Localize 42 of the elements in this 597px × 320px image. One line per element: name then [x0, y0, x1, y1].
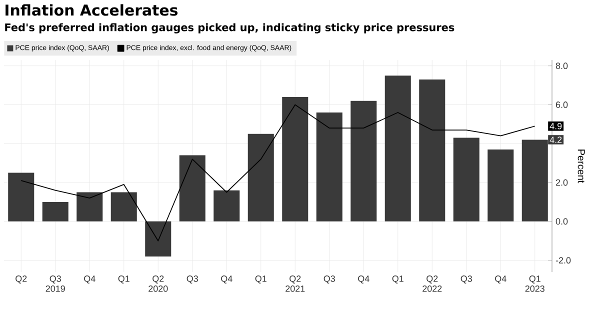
x-tick-label: Q4 — [221, 276, 232, 284]
bar — [384, 76, 411, 222]
data-label: 4.2 — [550, 136, 562, 143]
chart-title: Inflation Accelerates — [6, 4, 178, 16]
x-tick-label: Q2 2021 — [286, 276, 305, 292]
bar — [179, 155, 206, 222]
x-tick-label: Q3 — [186, 276, 198, 284]
x-tick-label: Q1 — [255, 276, 266, 284]
x-tick-label: Q1 — [118, 276, 130, 284]
x-tick-label: Q4 — [358, 276, 370, 284]
x-tick-label: Q4 — [84, 276, 96, 284]
data-label: 4.9 — [550, 122, 562, 130]
bar — [419, 79, 446, 222]
y-tick-label: 2.0 — [556, 179, 568, 186]
chart-subtitle: Fed's preferred inflation gauges picked up, indicating sticky price pressures — [5, 23, 454, 34]
bar — [282, 96, 308, 222]
y-tick-label: 8.0 — [556, 62, 568, 70]
x-tick-label: Q3 — [324, 276, 335, 284]
x-tick-label: Q3 2019 — [46, 276, 65, 292]
bar — [350, 100, 377, 222]
line-series — [20, 104, 536, 242]
x-tick-label: Q1 2023 — [525, 276, 544, 292]
bar — [316, 112, 342, 222]
x-tick-label: Q2 2020 — [148, 276, 168, 292]
x-tick-label: Q2 — [16, 276, 27, 284]
bar — [453, 138, 480, 222]
bar — [488, 149, 514, 222]
x-tick-label: Q1 — [392, 276, 404, 284]
bar — [214, 190, 240, 222]
x-tick-label: Q4 — [495, 276, 506, 284]
x-tick-label: Q2 2022 — [422, 276, 442, 292]
y-axis-title: Percent — [578, 150, 585, 184]
y-tick-label: 6.0 — [556, 102, 568, 108]
bar — [8, 172, 34, 222]
bar — [42, 202, 68, 222]
bar — [145, 221, 172, 256]
bar — [76, 192, 103, 222]
bar — [110, 192, 137, 222]
x-tick-label: Q3 — [460, 276, 472, 284]
y-tick-label: -2.0 — [556, 257, 571, 264]
y-tick-label: 0.0 — [556, 218, 568, 225]
bar — [248, 134, 274, 222]
